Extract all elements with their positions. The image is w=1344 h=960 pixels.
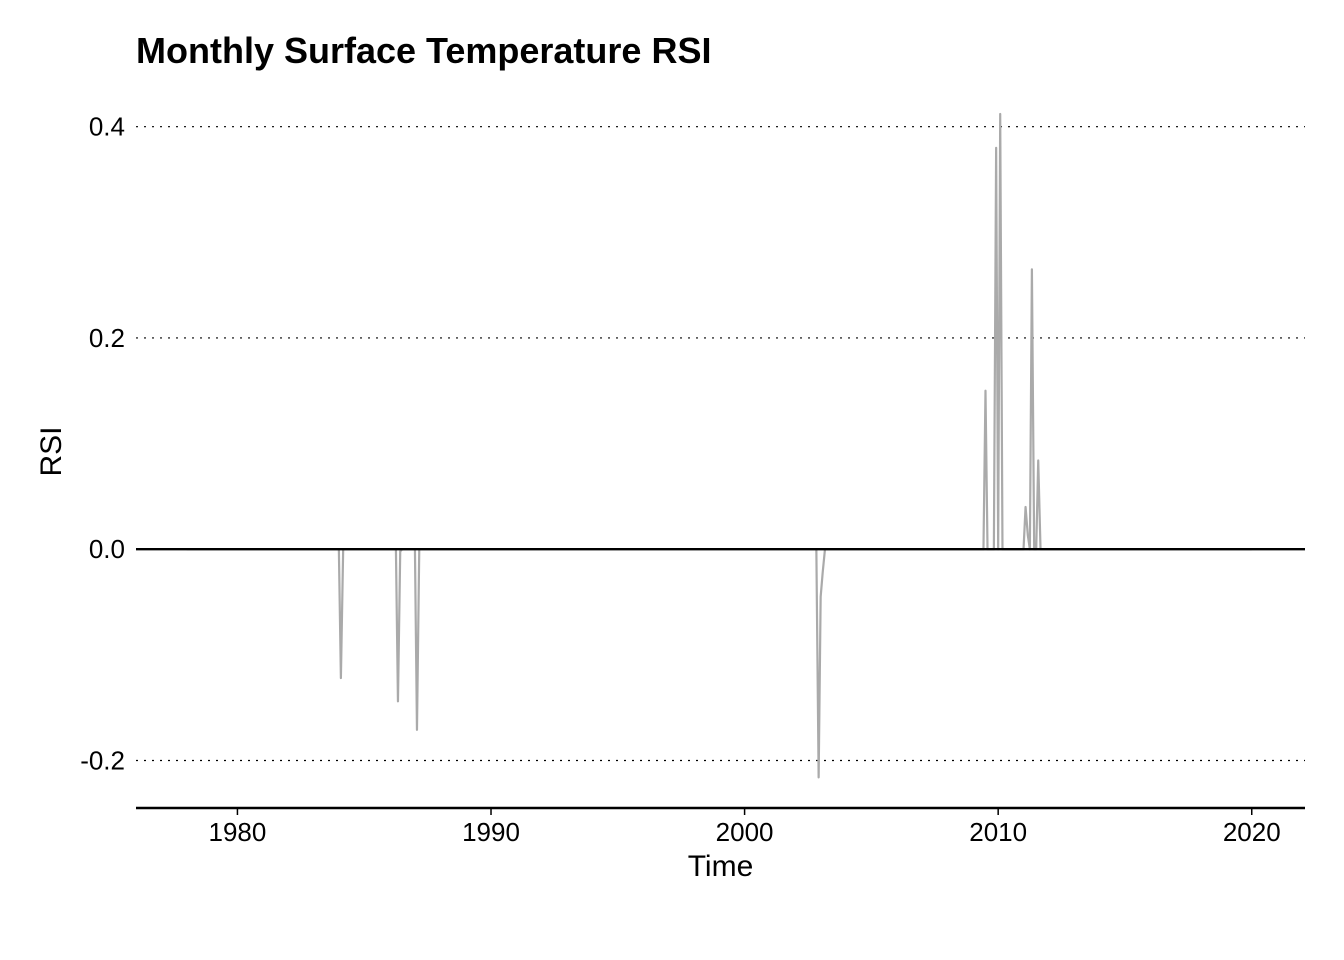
y-tick-label: 0.2 (89, 323, 125, 353)
x-axis-ticks: 1980 1990 2000 2010 2020 (209, 808, 1281, 847)
series-layer (186, 112, 1252, 779)
x-tick-label: 1990 (462, 817, 520, 847)
x-axis-title: Time (688, 850, 754, 883)
x-tick-label: 2000 (716, 817, 774, 847)
y-axis-ticks: -0.2 0.0 0.2 0.4 (80, 112, 125, 776)
x-tick-label: 2020 (1223, 817, 1281, 847)
series-line (186, 112, 1252, 779)
grid-lines (136, 126, 1305, 762)
x-tick-label: 1980 (209, 817, 267, 847)
y-axis-title: RSI (35, 426, 68, 476)
y-tick-label: -0.2 (80, 745, 125, 775)
chart-title: Monthly Surface Temperature RSI (136, 30, 712, 71)
y-tick-label: 0.4 (89, 112, 125, 142)
y-tick-label: 0.0 (89, 534, 125, 564)
x-tick-label: 2010 (969, 817, 1027, 847)
